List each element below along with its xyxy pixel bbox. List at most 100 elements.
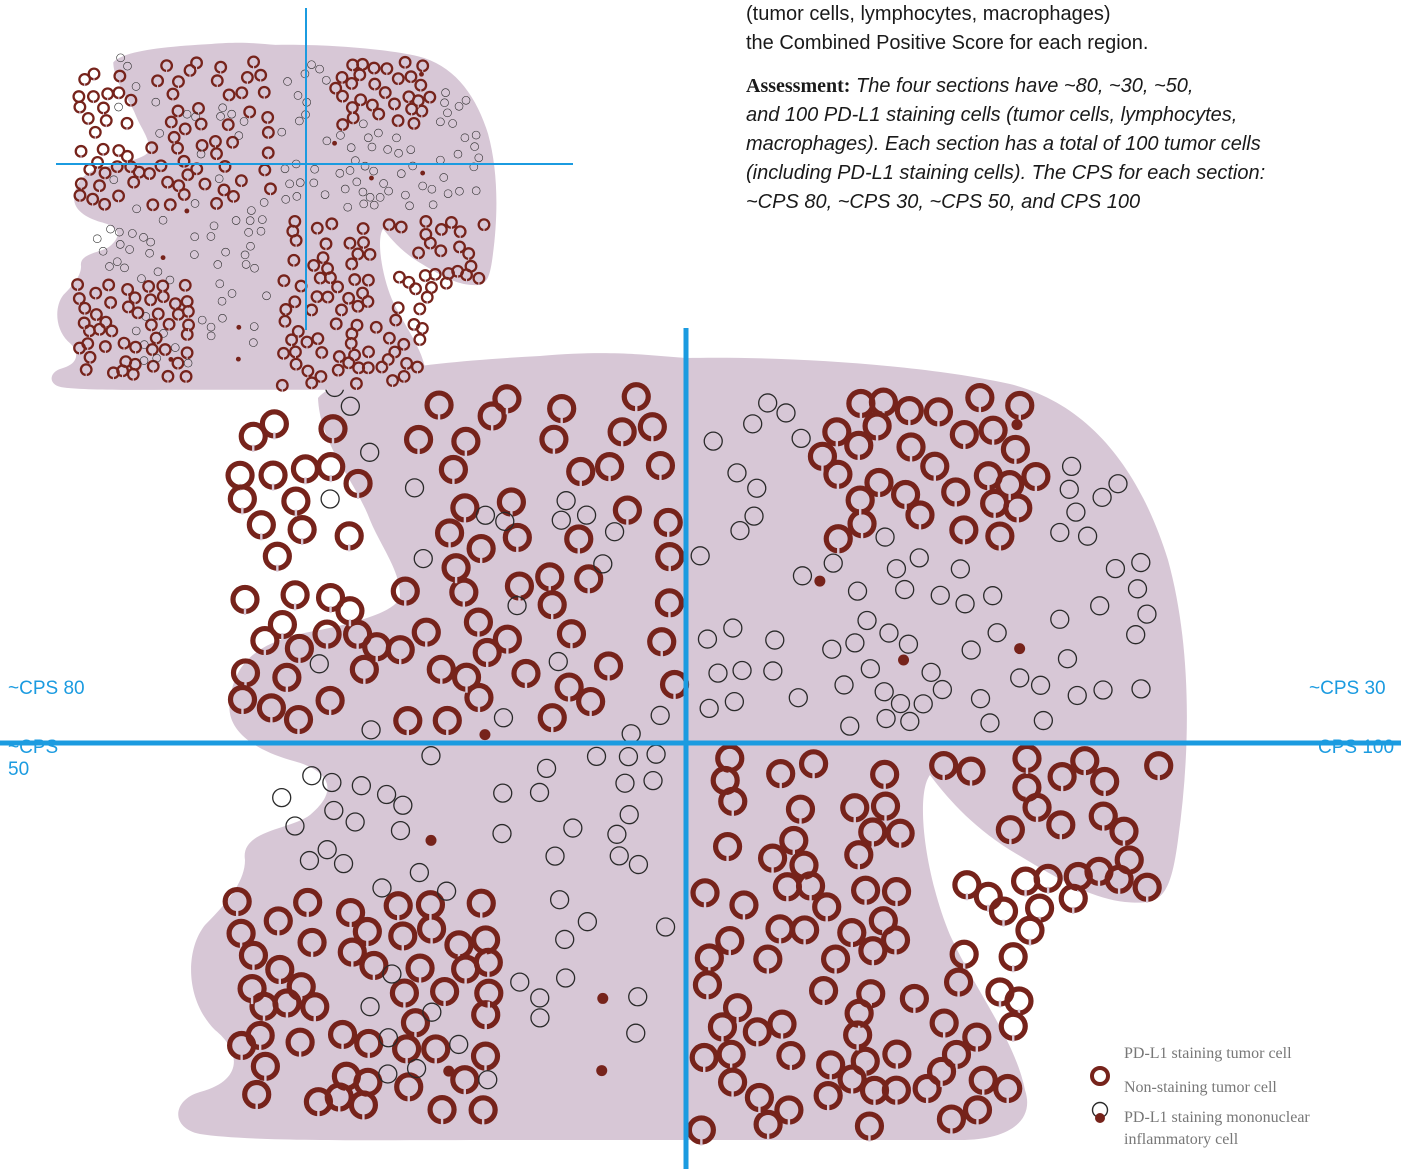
staining-tumor-cell — [413, 302, 427, 316]
cell-gap — [300, 995, 303, 1003]
non-staining-tumor-cell — [285, 179, 294, 189]
cell-gap — [92, 202, 94, 207]
assessment-paragraph: Assessment: The four sections have ~80, … — [746, 72, 1386, 217]
non-staining-tumor-cell — [950, 559, 971, 579]
cell-gap — [267, 121, 269, 125]
cell-gap — [352, 68, 354, 72]
non-staining-tumor-cell — [1127, 579, 1148, 599]
cell-gap — [130, 170, 132, 174]
non-staining-tumor-cell — [283, 77, 292, 86]
non-staining-tumor-cell — [114, 102, 123, 112]
cell-gap — [263, 96, 265, 100]
cell-gap — [294, 355, 296, 359]
cell-gap — [962, 962, 966, 970]
non-staining-tumor-cell — [427, 184, 437, 194]
cell-gap — [78, 302, 80, 306]
staining-tumor-cell — [420, 290, 434, 304]
cell-gap — [459, 250, 461, 254]
cell-gap — [700, 1138, 703, 1146]
non-staining-tumor-cell — [604, 522, 625, 542]
non-staining-tumor-cell — [302, 766, 322, 786]
non-staining-tumor-cell — [860, 659, 880, 679]
cell-gap — [1011, 965, 1015, 973]
non-staining-tumor-cell — [152, 353, 161, 363]
cell-gap — [351, 87, 353, 91]
cell-gap — [80, 155, 82, 159]
non-staining-tumor-cell — [1108, 474, 1128, 494]
non-staining-tumor-cell — [249, 322, 259, 331]
cell-gap — [241, 507, 244, 515]
non-staining-tumor-cell — [461, 96, 471, 105]
cell-gap — [232, 200, 234, 204]
non-staining-tumor-cell — [375, 193, 385, 202]
cell-gap — [430, 937, 433, 945]
cell-gap — [329, 281, 331, 285]
non-staining-tumor-cell — [930, 585, 950, 605]
non-staining-tumor-cell — [206, 322, 216, 332]
cell-gap — [335, 327, 337, 331]
non-staining-tumor-cell — [697, 629, 718, 649]
cell-gap — [170, 125, 172, 129]
cell-gap — [895, 1062, 899, 1070]
cell-gap — [150, 328, 152, 332]
non-staining-tumor-cell — [421, 746, 441, 766]
cell-gap — [826, 1104, 830, 1112]
cell-gap — [859, 411, 863, 419]
cell-gap — [157, 84, 159, 88]
cell-gap — [708, 966, 711, 974]
cell-gap — [241, 96, 243, 100]
cell-gap — [240, 1053, 243, 1061]
cell-gap — [1059, 833, 1062, 841]
non-staining-tumor-cell — [618, 746, 639, 767]
cell-gap — [273, 432, 276, 440]
cell-gap — [337, 373, 339, 378]
cell-gap — [133, 185, 135, 190]
cell-gap — [244, 681, 247, 689]
cell-gap — [821, 464, 824, 472]
staining-tumor-cell — [230, 584, 260, 615]
cell-gap — [452, 478, 455, 486]
legend-label: PD-L1 staining mononuclear inflammatory … — [1124, 1109, 1310, 1148]
cell-gap — [506, 647, 509, 655]
cell-gap — [550, 613, 554, 621]
cell-gap — [317, 1110, 320, 1118]
non-staining-tumor-cell — [876, 708, 896, 729]
non-staining-tumor-cell — [351, 776, 372, 796]
staining-tumor-cell — [246, 510, 276, 540]
non-staining-tumor-cell — [727, 463, 747, 483]
cell-gap — [300, 289, 302, 293]
non-staining-tumor-cell — [529, 782, 550, 803]
staining-tumor-cell — [1015, 915, 1045, 945]
cell-gap — [998, 1000, 1002, 1008]
non-staining-tumor-cell — [840, 716, 860, 736]
cell-gap — [278, 977, 282, 985]
cell-gap — [177, 318, 179, 322]
cell-gap — [157, 317, 159, 321]
cell-gap — [186, 338, 188, 342]
cell-gap — [240, 184, 242, 188]
cell-gap — [445, 286, 447, 291]
cell-gap — [135, 350, 137, 354]
cell-gap — [138, 175, 140, 180]
non-staining-tumor-cell — [758, 393, 778, 413]
non-staining-tumor-cell — [335, 169, 345, 178]
cell-gap — [487, 1001, 490, 1009]
non-staining-tumor-cell — [879, 623, 899, 643]
non-staining-tumor-cell — [470, 142, 479, 151]
cell-gap — [406, 729, 409, 737]
cell-gap — [413, 127, 415, 131]
non-staining-tumor-cell — [197, 315, 207, 325]
cell-gap — [375, 331, 377, 335]
cell-gap — [731, 1090, 734, 1098]
cell-gap — [1012, 1034, 1015, 1042]
cell-gap — [898, 841, 902, 849]
cell-gap — [367, 371, 369, 375]
cell-gap — [270, 716, 273, 724]
cell-gap — [85, 373, 87, 377]
non-staining-tumor-cell — [158, 216, 168, 225]
non-staining-tumor-cell — [1010, 668, 1030, 688]
non-staining-tumor-cell — [545, 846, 565, 866]
non-staining-tumor-cell — [106, 224, 115, 234]
cell-gap — [386, 72, 388, 76]
cell-gap — [418, 256, 420, 260]
